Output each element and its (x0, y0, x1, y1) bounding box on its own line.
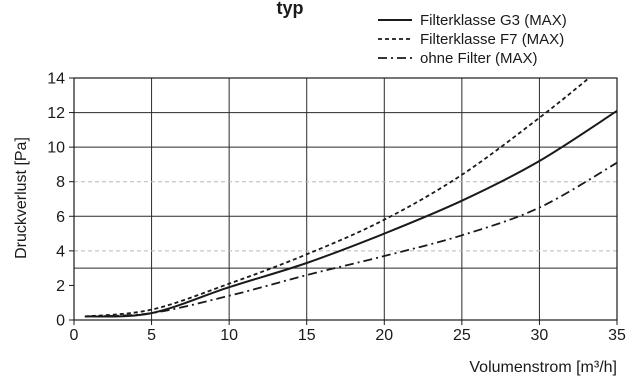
y-axis-label: Druckverlust [Pa] (13, 137, 30, 259)
x-tick-label: 20 (375, 327, 393, 344)
x-tick-label: 5 (147, 327, 156, 344)
y-tick-label: 2 (56, 278, 65, 295)
legend-entry: ohne Filter (MAX) (420, 50, 538, 67)
series-line-2 (84, 77, 590, 318)
y-tick-label: 0 (56, 313, 65, 330)
series-line-1 (84, 109, 618, 318)
y-tick-label: 6 (56, 209, 65, 226)
legend: Filterklasse G3 (MAX) Filterklasse F7 (MA… (378, 12, 567, 67)
y-tick-labels: 0 2 4 6 8 10 12 14 (47, 71, 74, 330)
x-tick-label: 0 (70, 327, 79, 344)
chart-title: typ (277, 0, 304, 18)
legend-entry: Filterklasse F7 (MAX) (420, 31, 564, 48)
legend-entry: Filterklasse G3 (MAX) (420, 12, 567, 29)
x-tick-label: 25 (453, 327, 471, 344)
y-tick-label: 14 (47, 71, 65, 88)
x-tick-label: 15 (298, 327, 316, 344)
x-tick-labels: 0 5 10 15 20 25 30 35 (70, 320, 626, 344)
grid (74, 78, 617, 320)
y-tick-label: 12 (47, 105, 65, 122)
plot-frame (73, 77, 618, 321)
y-tick-label: 4 (56, 243, 65, 260)
y-tick-label: 10 (47, 140, 65, 157)
series-layer (84, 77, 618, 318)
x-tick-label: 30 (531, 327, 549, 344)
y-tick-label: 8 (56, 174, 65, 191)
x-tick-label: 35 (608, 327, 626, 344)
x-tick-label: 10 (220, 327, 238, 344)
x-axis-label: Volumenstrom [m³/h] (469, 359, 617, 376)
series-line-3 (84, 161, 618, 318)
